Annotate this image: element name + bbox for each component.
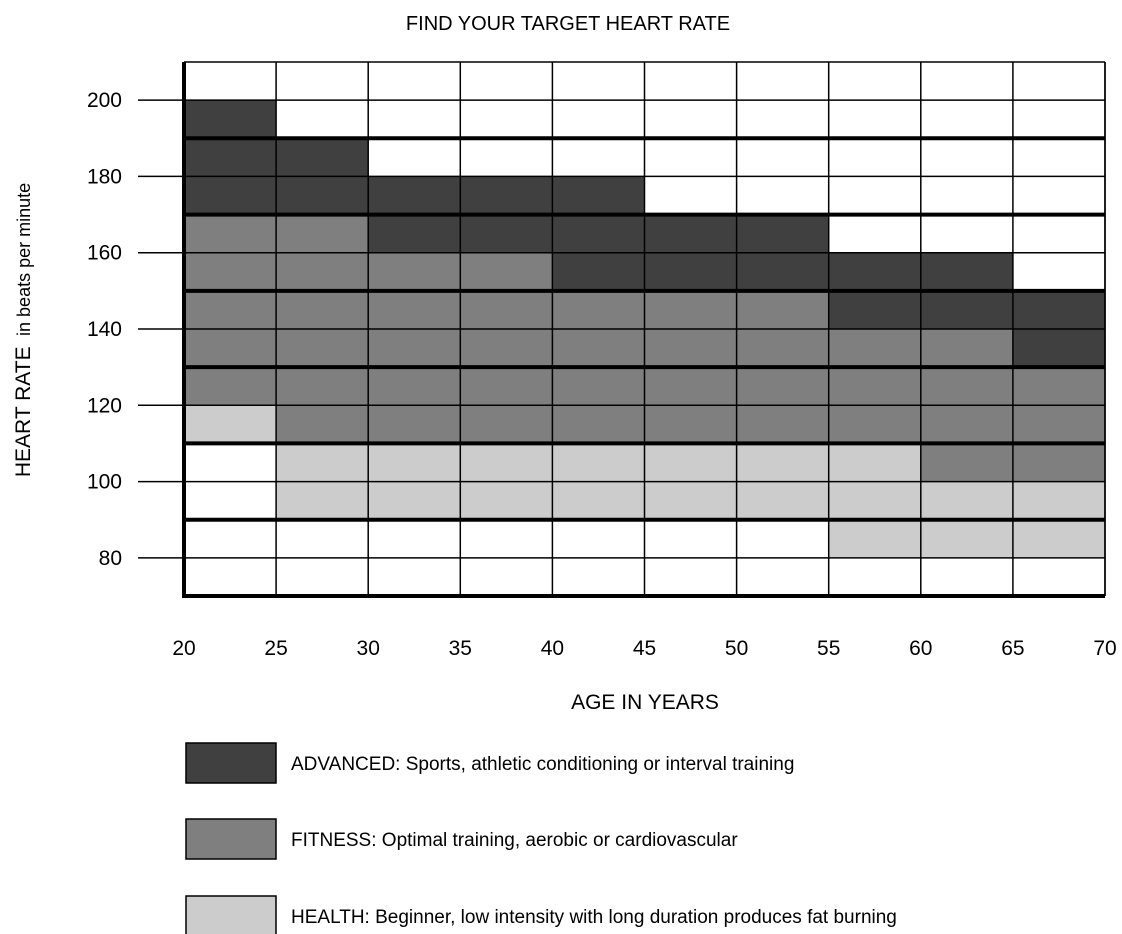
fitness-zone-cell-35-40 — [460, 252, 553, 444]
y-tick-label-140: 140 — [87, 318, 122, 341]
health-zone-cell-55-60 — [828, 443, 921, 558]
y-tick-label-120: 120 — [87, 394, 122, 417]
legend-label-advanced: ADVANCED: Sports, athletic conditioning … — [291, 754, 794, 775]
health-zone-cell-20-25 — [184, 405, 277, 444]
x-tick-label-55: 55 — [817, 637, 840, 660]
y-axis-subtitle: in beats per minute — [14, 183, 34, 336]
legend-swatch-advanced — [185, 742, 277, 784]
y-tick-label-100: 100 — [87, 471, 122, 494]
x-tick-label-35: 35 — [449, 637, 472, 660]
x-tick-label-20: 20 — [172, 637, 195, 660]
y-tick-label-200: 200 — [87, 89, 122, 112]
x-tick-label-50: 50 — [725, 637, 748, 660]
fitness-zone-cell-55-60 — [828, 329, 921, 444]
grid-lines — [138, 61, 1106, 598]
advanced-zone-cell-40-45 — [552, 176, 645, 291]
fitness-zone-cell-30-35 — [368, 252, 461, 444]
x-tick-label-65: 65 — [1001, 637, 1024, 660]
y-tick-label-180: 180 — [87, 165, 122, 188]
legend-label-health: HEALTH: Beginner, low intensity with lon… — [291, 907, 897, 928]
x-tick-label-70: 70 — [1093, 637, 1116, 660]
x-tick-labels: 20 25 30 35 40 45 50 55 60 65 70 — [172, 637, 1116, 660]
legend-swatch-health — [185, 895, 277, 934]
x-tick-label-30: 30 — [357, 637, 380, 660]
legend-swatch-fitness — [185, 818, 277, 860]
x-tick-label-40: 40 — [541, 637, 564, 660]
x-tick-label-25: 25 — [264, 637, 287, 660]
legend-label-fitness: FITNESS: Optimal training, aerobic or ca… — [291, 830, 738, 851]
y-axis-title: HEART RATE — [12, 346, 35, 477]
y-axis-label: HEART RATE in beats per minute — [12, 183, 35, 477]
chart-title: FIND YOUR TARGET HEART RATE — [406, 13, 730, 35]
y-tick-labels: 80 100 120 140 160 180 200 — [87, 89, 122, 570]
legend: ADVANCED: Sports, athletic conditioning … — [185, 742, 897, 934]
advanced-zone-cell-20-25 — [184, 100, 277, 215]
fitness-zone-cell-65-70 — [1012, 367, 1105, 482]
x-tick-label-45: 45 — [633, 637, 656, 660]
fitness-zone-cell-20-25 — [184, 214, 277, 406]
y-tick-label-160: 160 — [87, 242, 122, 265]
y-tick-label-80: 80 — [99, 547, 122, 570]
x-tick-label-60: 60 — [909, 637, 932, 660]
x-axis-label: AGE IN YEARS — [571, 691, 719, 714]
